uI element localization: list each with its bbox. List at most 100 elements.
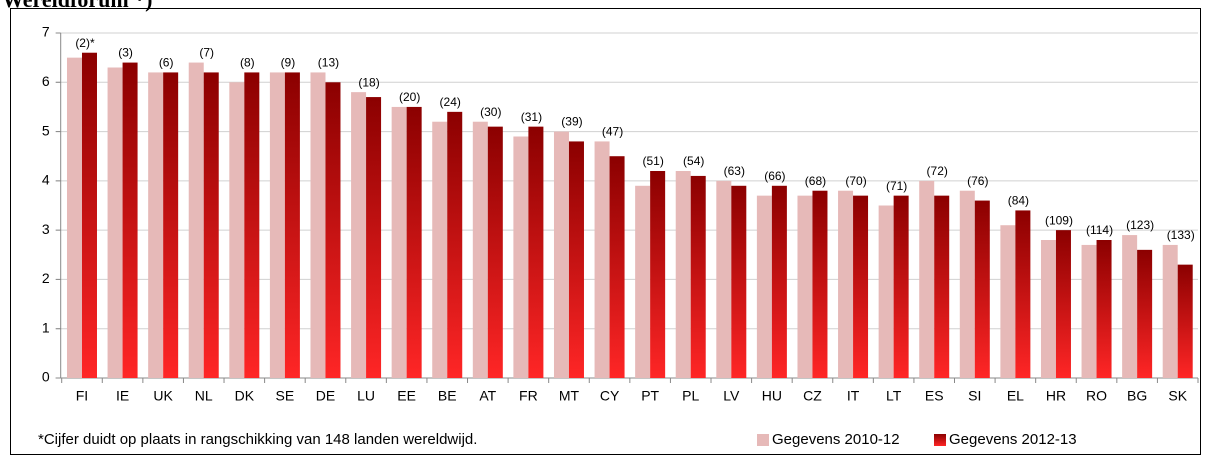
bar [203,72,219,378]
x-tick-label: SK [1168,388,1187,404]
y-tick-label: 3 [42,221,50,237]
bar [1162,244,1178,378]
rank-label: (84) [1008,194,1029,208]
bar [1122,235,1138,378]
bar [432,121,448,378]
bar [244,72,260,378]
rank-label: (123) [1126,218,1154,232]
x-tick-label: DE [316,388,335,404]
y-tick-label: 6 [42,73,50,89]
bar [959,190,975,378]
bar [756,195,772,378]
x-tick-label: IT [847,388,860,404]
x-tick-label: BG [1127,388,1147,404]
bar [675,171,691,378]
legend-swatch [757,434,769,446]
x-tick-label: HU [762,388,782,404]
x-tick-label: ES [925,388,944,404]
bar [1137,249,1153,378]
bar [878,205,894,378]
rank-label: (3) [118,46,133,60]
bar [391,106,407,378]
x-tick-label: PL [682,388,699,404]
x-tick-label: SI [968,388,981,404]
chart-frame [10,8,1201,455]
bar [919,180,935,378]
x-tick-label: LV [723,388,740,404]
bar [731,185,747,378]
rank-label: (114) [1086,223,1113,237]
bar [635,185,651,378]
x-tick-label: DK [235,388,255,404]
y-tick-label: 1 [42,319,50,335]
rank-label: (20) [399,90,420,104]
bar [107,67,123,378]
bar [609,156,625,378]
bar [188,62,204,378]
bar [650,171,666,378]
x-tick-label: NL [195,388,213,404]
rank-label: (51) [642,154,663,168]
rank-label: (66) [764,169,785,183]
x-tick-label: CZ [803,388,822,404]
bar [853,195,869,378]
footnote: *Cijfer duidt op plaats in rangschikking… [38,431,477,448]
x-tick-label: AT [479,388,496,404]
bar [66,57,82,379]
bar [1081,244,1097,378]
bar [351,92,367,379]
bar [1015,210,1031,378]
rank-label: (30) [480,105,501,119]
bar [284,72,300,378]
y-tick-label: 0 [42,369,50,385]
x-tick-label: LT [886,388,902,404]
bar [269,72,285,378]
y-tick-label: 2 [42,270,50,286]
x-tick-label: FI [76,388,88,404]
rank-label: (2)* [75,36,95,50]
bar [310,72,326,378]
rank-label: (13) [318,56,339,70]
bar [553,131,569,378]
bar [513,136,529,378]
rank-label: (8) [240,56,255,70]
bar [1177,264,1193,378]
x-tick-label: LU [357,388,375,404]
bar [487,126,503,379]
bar [1040,240,1056,378]
bar [1055,230,1071,378]
legend-swatch [934,434,946,446]
bar [1000,225,1016,378]
x-tick-label: EE [397,388,416,404]
x-tick-label: PT [641,388,659,404]
bar [148,72,164,378]
bar [81,52,97,378]
x-tick-label: RO [1086,388,1107,404]
x-tick-label: BE [438,388,457,404]
rank-label: (39) [561,115,582,129]
bar [229,82,245,379]
bar [325,82,341,379]
rank-label: (47) [602,125,623,139]
y-tick-label: 7 [42,24,50,40]
rank-label: (68) [805,174,826,188]
x-tick-label: FR [519,388,538,404]
bar [366,97,382,379]
rank-label: (76) [967,174,988,188]
rank-label: (9) [281,56,296,70]
bar [838,190,854,378]
rank-label: (24) [440,95,461,109]
bar [594,141,610,378]
rank-label: (72) [927,164,948,178]
x-tick-label: MT [559,388,580,404]
x-tick-label: EL [1007,388,1024,404]
bar [568,141,584,378]
rank-label: (133) [1167,228,1195,242]
bar [122,62,138,378]
y-tick-label: 5 [42,122,50,138]
x-tick-label: IE [116,388,129,404]
bar [472,121,488,378]
bar [690,175,706,378]
x-tick-label: HR [1046,388,1066,404]
rank-label: (70) [845,174,866,188]
